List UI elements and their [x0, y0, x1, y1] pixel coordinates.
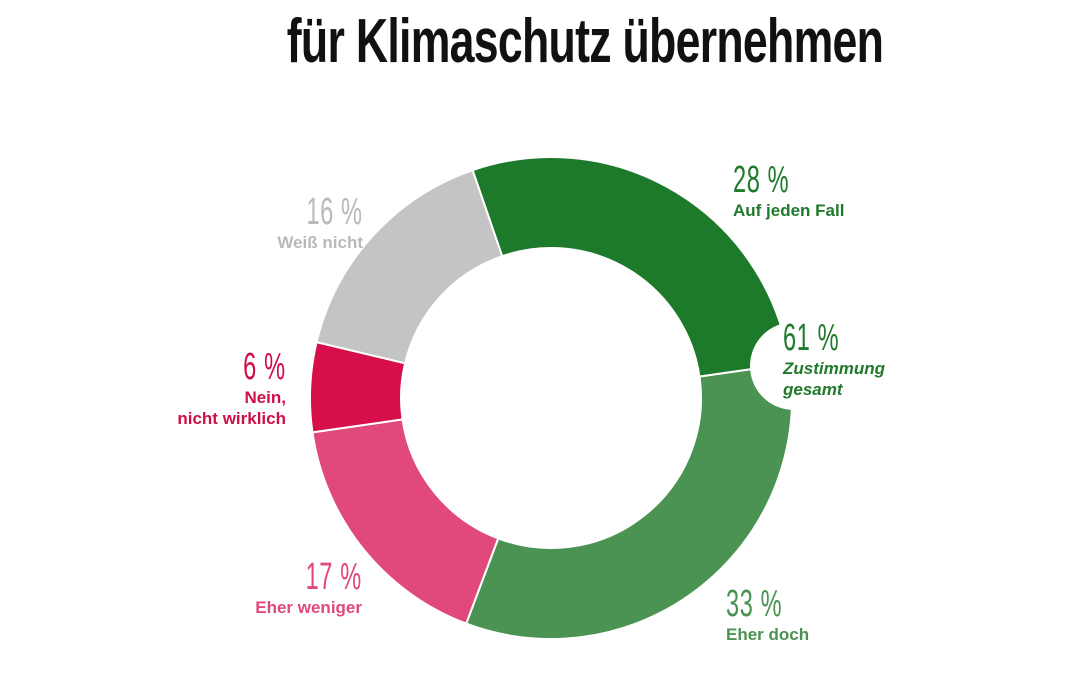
- label-nein-text1: Nein,: [244, 388, 286, 407]
- label-weiss-nicht: 16 % Weiß nicht: [272, 192, 363, 253]
- donut-segment-eher-doch: [464, 362, 793, 640]
- label-nein-nicht-wirklich: 6 % Nein, nicht wirklich: [177, 347, 286, 429]
- label-eher-doch-pct: 33 %: [726, 583, 783, 625]
- label-weiss-nicht-pct: 16 %: [306, 191, 363, 233]
- label-eher-weniger: 17 % Eher weniger: [255, 557, 362, 618]
- label-auf-jeden-fall-text: Auf jeden Fall: [733, 201, 845, 220]
- label-nein-pct: 6 %: [243, 346, 286, 388]
- label-eher-weniger-pct: 17 %: [305, 556, 362, 598]
- notch-cutout: [750, 322, 838, 410]
- label-zustimmung-text2: gesamt: [783, 380, 843, 399]
- label-auf-jeden-fall: 28 % Auf jeden Fall: [733, 160, 844, 221]
- label-eher-doch-text: Eher doch: [726, 625, 810, 644]
- label-zustimmung-gesamt: 61 % Zustimmung gesamt: [783, 318, 885, 400]
- label-zustimmung-text1: Zustimmung: [783, 359, 885, 378]
- label-nein-text2: nicht wirklich: [177, 409, 286, 428]
- label-eher-weniger-text: Eher weniger: [255, 598, 362, 617]
- label-zustimmung-pct: 61 %: [783, 317, 840, 359]
- chart-title: für Klimaschutz übernehmen: [286, 7, 884, 76]
- label-auf-jeden-fall-pct: 28 %: [733, 159, 790, 201]
- label-weiss-nicht-text: Weiß nicht: [277, 233, 363, 252]
- label-eher-doch: 33 % Eher doch: [726, 584, 817, 645]
- donut-segment-weiss-nicht: [315, 168, 504, 365]
